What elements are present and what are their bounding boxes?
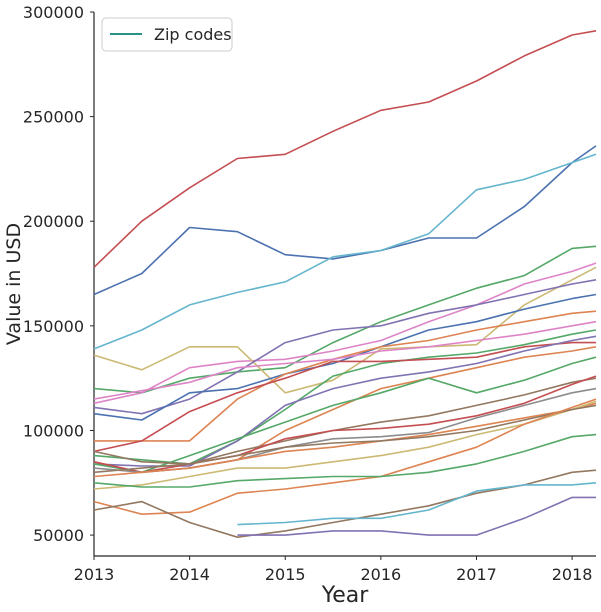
y-tick-label: 200000: [23, 212, 84, 231]
series-line-5: [93, 262, 597, 405]
series-line-9: [94, 310, 597, 442]
x-tick-label: 2017: [456, 565, 497, 584]
series-line-1: [93, 30, 597, 268]
series-line-21: [93, 404, 597, 474]
series-line-11: [93, 329, 597, 465]
x-tick-label: 2018: [552, 565, 593, 584]
series-line-14: [93, 346, 597, 474]
y-tick-label: 300000: [23, 3, 84, 22]
y-tick-label: 250000: [23, 108, 84, 127]
y-tick-labels: 50000 100000 150000 200000 250000 300000: [23, 3, 94, 545]
series-line-10: [93, 320, 597, 400]
y-axis-title: Value in USD: [3, 223, 25, 345]
series-line-6: [93, 266, 597, 394]
series-line-15: [93, 356, 597, 474]
series-lines: [93, 30, 597, 538]
y-tick-label: 150000: [23, 317, 84, 336]
x-axis-title: Year: [321, 583, 370, 608]
series-line-2: [93, 145, 597, 296]
series-line-7: [93, 279, 597, 415]
x-tick-label: 2014: [169, 565, 210, 584]
series-line-22: [93, 398, 597, 515]
x-tick-label: 2015: [265, 565, 306, 584]
series-line-23: [93, 433, 597, 488]
legend-label-zip-codes: Zip codes: [154, 25, 232, 44]
series-line-26: [237, 496, 596, 536]
series-line-16: [93, 377, 597, 465]
x-tick-label: 2013: [74, 565, 115, 584]
axes: [93, 12, 596, 557]
series-line-4: [93, 245, 597, 394]
legend-box: [101, 17, 233, 52]
x-tick-labels: 2013 2014 2015 2016 2017 2018: [74, 556, 593, 584]
series-line-3: [93, 153, 597, 350]
series-line-12: [93, 341, 596, 453]
x-tick-label: 2016: [360, 565, 401, 584]
y-tick-label: 50000: [33, 526, 84, 545]
y-tick-label: 100000: [23, 421, 84, 440]
series-line-19: [93, 402, 597, 478]
legend: Zip codes: [101, 17, 233, 52]
series-line-25: [237, 482, 597, 526]
